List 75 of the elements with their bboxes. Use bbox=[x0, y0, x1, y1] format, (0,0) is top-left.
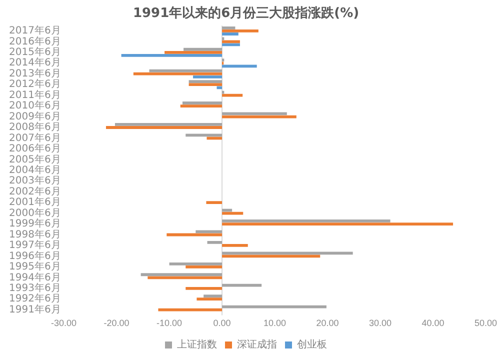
y-tick-label: 2013年6月 bbox=[9, 67, 61, 80]
x-tick-label: 50.00 bbox=[474, 318, 498, 328]
bar bbox=[222, 32, 238, 36]
y-tick-label: 1997年6月 bbox=[9, 239, 61, 252]
y-tick-label: 2017年6月 bbox=[9, 24, 61, 37]
legend-label: 上证指数 bbox=[177, 338, 217, 351]
bar bbox=[222, 40, 240, 44]
y-tick-label: 1998年6月 bbox=[9, 228, 61, 240]
y-tick-label: 2012年6月 bbox=[9, 78, 61, 90]
y-tick-label: 2016年6月 bbox=[9, 35, 61, 48]
y-tick-label: 2010年6月 bbox=[9, 100, 61, 112]
chart-title: 1991年以来的6月份三大股指涨跌(%) bbox=[132, 6, 360, 22]
y-tick-label: 2000年6月 bbox=[9, 206, 61, 219]
bar bbox=[222, 252, 353, 255]
bar bbox=[222, 30, 258, 32]
bar bbox=[204, 294, 222, 298]
y-tick-label: 2014年6月 bbox=[9, 56, 61, 69]
x-tick-label: 0.00 bbox=[213, 318, 231, 328]
y-tick-label: 1995年6月 bbox=[9, 260, 61, 273]
x-tick-label: -20.00 bbox=[104, 318, 130, 328]
x-tick-label: 10.00 bbox=[264, 318, 286, 328]
legend-label: 创业板 bbox=[297, 338, 327, 351]
bar bbox=[222, 64, 257, 68]
x-tick-label: 30.00 bbox=[368, 318, 392, 328]
legend-label: 深证成指 bbox=[237, 338, 277, 351]
y-tick-label: 2004年6月 bbox=[9, 164, 61, 176]
bar bbox=[186, 286, 222, 290]
y-tick-label: 2006年6月 bbox=[9, 142, 61, 155]
x-tick-label: 40.00 bbox=[422, 318, 444, 328]
bar bbox=[188, 83, 222, 86]
y-tick-label: 2009年6月 bbox=[9, 110, 61, 122]
bar bbox=[222, 94, 243, 97]
bar bbox=[140, 273, 222, 276]
y-tick-label: 2011年6月 bbox=[9, 88, 61, 101]
bar bbox=[158, 308, 222, 312]
bar bbox=[216, 86, 222, 90]
y-tick-label: 1993年6月 bbox=[9, 282, 61, 294]
y-tick-label: 2001年6月 bbox=[9, 196, 61, 208]
y-tick-label: 2007年6月 bbox=[9, 132, 61, 144]
bar bbox=[222, 220, 390, 222]
bar bbox=[149, 69, 222, 72]
bar bbox=[148, 276, 222, 280]
bar bbox=[222, 26, 236, 30]
bar bbox=[206, 201, 222, 204]
bar bbox=[186, 265, 222, 268]
y-tick-label: 1991年6月 bbox=[9, 303, 61, 316]
bar bbox=[169, 262, 222, 266]
bar bbox=[207, 241, 222, 244]
y-tick-label: 2008年6月 bbox=[9, 121, 61, 134]
bar bbox=[180, 104, 222, 108]
bar bbox=[222, 244, 248, 247]
bar bbox=[186, 134, 222, 137]
y-tick-label: 2015年6月 bbox=[9, 46, 61, 58]
y-tick-label: 1996年6月 bbox=[9, 250, 61, 262]
y-tick-label: 2003年6月 bbox=[9, 174, 61, 187]
y-tick-label: 1999年6月 bbox=[9, 218, 61, 230]
x-tick-label: 20.00 bbox=[316, 318, 339, 328]
y-tick-label: 1994年6月 bbox=[9, 271, 61, 284]
x-tick-label: -10.00 bbox=[156, 318, 182, 328]
y-tick-label: 1992年6月 bbox=[9, 292, 61, 305]
bar bbox=[188, 80, 222, 83]
x-tick-label: -30.00 bbox=[51, 318, 77, 328]
bar bbox=[121, 54, 222, 57]
bar bbox=[193, 75, 222, 78]
bar bbox=[222, 222, 454, 226]
bar bbox=[182, 102, 222, 104]
bar bbox=[114, 123, 222, 126]
bar bbox=[164, 50, 222, 54]
bar bbox=[196, 298, 222, 301]
y-tick-label: 2002年6月 bbox=[9, 185, 61, 198]
bar bbox=[222, 284, 262, 287]
bar bbox=[133, 72, 222, 76]
y-tick-label: 2005年6月 bbox=[9, 153, 61, 166]
bar bbox=[184, 48, 222, 51]
bar bbox=[106, 126, 222, 129]
